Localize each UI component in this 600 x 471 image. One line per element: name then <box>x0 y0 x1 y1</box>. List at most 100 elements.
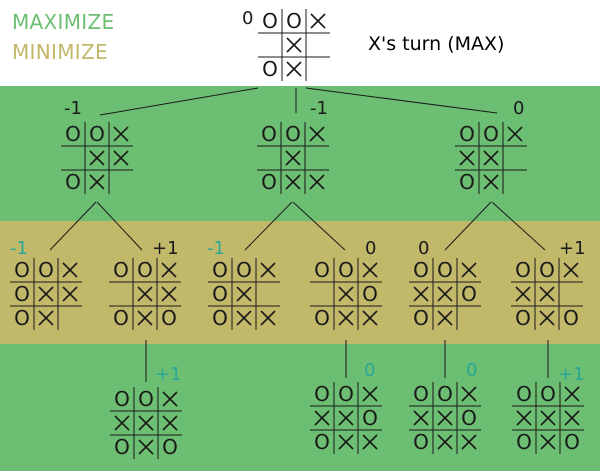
x-mark <box>260 310 276 326</box>
o-mark: O <box>89 122 105 146</box>
tree-edge <box>244 201 293 251</box>
x-mark <box>309 126 325 142</box>
x-mark <box>236 286 252 302</box>
score-b5: 0 <box>418 238 429 259</box>
o-mark: O <box>362 282 378 306</box>
o-mark: O <box>437 258 453 282</box>
score-b6: +1 <box>559 238 586 259</box>
x-mark <box>338 286 354 302</box>
board-b6: O OO O+1 <box>511 238 586 330</box>
x-mark <box>260 262 276 278</box>
x-mark <box>459 150 475 166</box>
o-mark: O <box>162 435 178 459</box>
x-mark <box>563 262 579 278</box>
tree-edge <box>292 201 346 251</box>
x-mark <box>161 286 177 302</box>
x-mark <box>314 410 330 426</box>
o-mark: O <box>483 122 499 146</box>
o-mark: O <box>138 387 154 411</box>
board-a1: O OO -1 <box>61 98 133 194</box>
score-root: 0 <box>242 8 253 29</box>
o-mark: O <box>65 122 81 146</box>
board-a2: O OO -1 <box>257 98 329 194</box>
o-mark: O <box>161 306 177 330</box>
x-mark <box>162 415 178 431</box>
tree-edge <box>444 201 492 251</box>
o-mark: O <box>362 406 378 430</box>
x-mark <box>564 410 580 426</box>
board-b1: O OOO-1 <box>10 238 82 330</box>
o-mark: O <box>314 258 330 282</box>
x-mark <box>437 310 453 326</box>
tree-edges <box>49 87 549 382</box>
score-a3: 0 <box>513 98 524 119</box>
x-mark <box>236 310 252 326</box>
o-mark: O <box>516 382 532 406</box>
x-mark <box>286 37 302 53</box>
x-mark <box>483 174 499 190</box>
x-mark <box>113 126 129 142</box>
x-mark <box>540 434 556 450</box>
tree-edge <box>305 87 498 114</box>
x-mark <box>62 262 78 278</box>
o-mark: O <box>137 258 153 282</box>
x-mark <box>362 386 378 402</box>
o-mark: O <box>413 430 429 454</box>
board-b2: O OO O+1 <box>109 238 181 330</box>
x-mark <box>539 286 555 302</box>
x-mark <box>362 310 378 326</box>
tree-edge <box>96 201 143 251</box>
o-mark: O <box>459 122 475 146</box>
o-mark: O <box>314 382 330 406</box>
o-mark: O <box>212 306 228 330</box>
o-mark: O <box>286 9 302 33</box>
x-mark <box>437 286 453 302</box>
o-mark: O <box>338 382 354 406</box>
o-mark: O <box>262 9 278 33</box>
o-mark: O <box>114 435 130 459</box>
score-a2: -1 <box>310 98 328 119</box>
x-mark <box>461 386 477 402</box>
score-b3: -1 <box>207 238 225 259</box>
x-mark <box>338 310 354 326</box>
o-mark: O <box>113 258 129 282</box>
board-a3: O OO0 <box>455 98 527 194</box>
minimize-level-band <box>0 221 600 344</box>
x-mark <box>461 434 477 450</box>
o-mark: O <box>540 382 556 406</box>
score-c3: 0 <box>466 360 477 381</box>
x-mark <box>38 310 54 326</box>
x-mark <box>413 286 429 302</box>
x-mark <box>137 310 153 326</box>
o-mark: O <box>516 430 532 454</box>
o-mark: O <box>38 258 54 282</box>
legend-maximize: MAXIMIZE <box>12 10 115 34</box>
x-mark <box>162 391 178 407</box>
score-a1: -1 <box>64 98 82 119</box>
x-mark <box>362 434 378 450</box>
o-mark: O <box>14 282 30 306</box>
tree-edge <box>491 201 546 251</box>
x-mark <box>338 434 354 450</box>
x-mark <box>62 286 78 302</box>
o-mark: O <box>314 306 330 330</box>
turn-label: X's turn (MAX) <box>368 33 505 55</box>
o-mark: O <box>515 306 531 330</box>
o-mark: O <box>515 258 531 282</box>
x-mark <box>285 174 301 190</box>
x-mark <box>362 262 378 278</box>
x-mark <box>413 410 429 426</box>
board-c1: O OO O+1 <box>110 364 182 459</box>
x-mark <box>89 174 105 190</box>
board-b3: O OOO-1 <box>207 238 280 330</box>
o-mark: O <box>14 258 30 282</box>
tree-edge <box>49 201 97 251</box>
tree-edge <box>99 87 259 116</box>
score-c1: +1 <box>155 364 182 385</box>
o-mark: O <box>564 430 580 454</box>
board-c4: O OO O+1 <box>512 364 585 454</box>
x-mark <box>539 310 555 326</box>
o-mark: O <box>461 406 477 430</box>
